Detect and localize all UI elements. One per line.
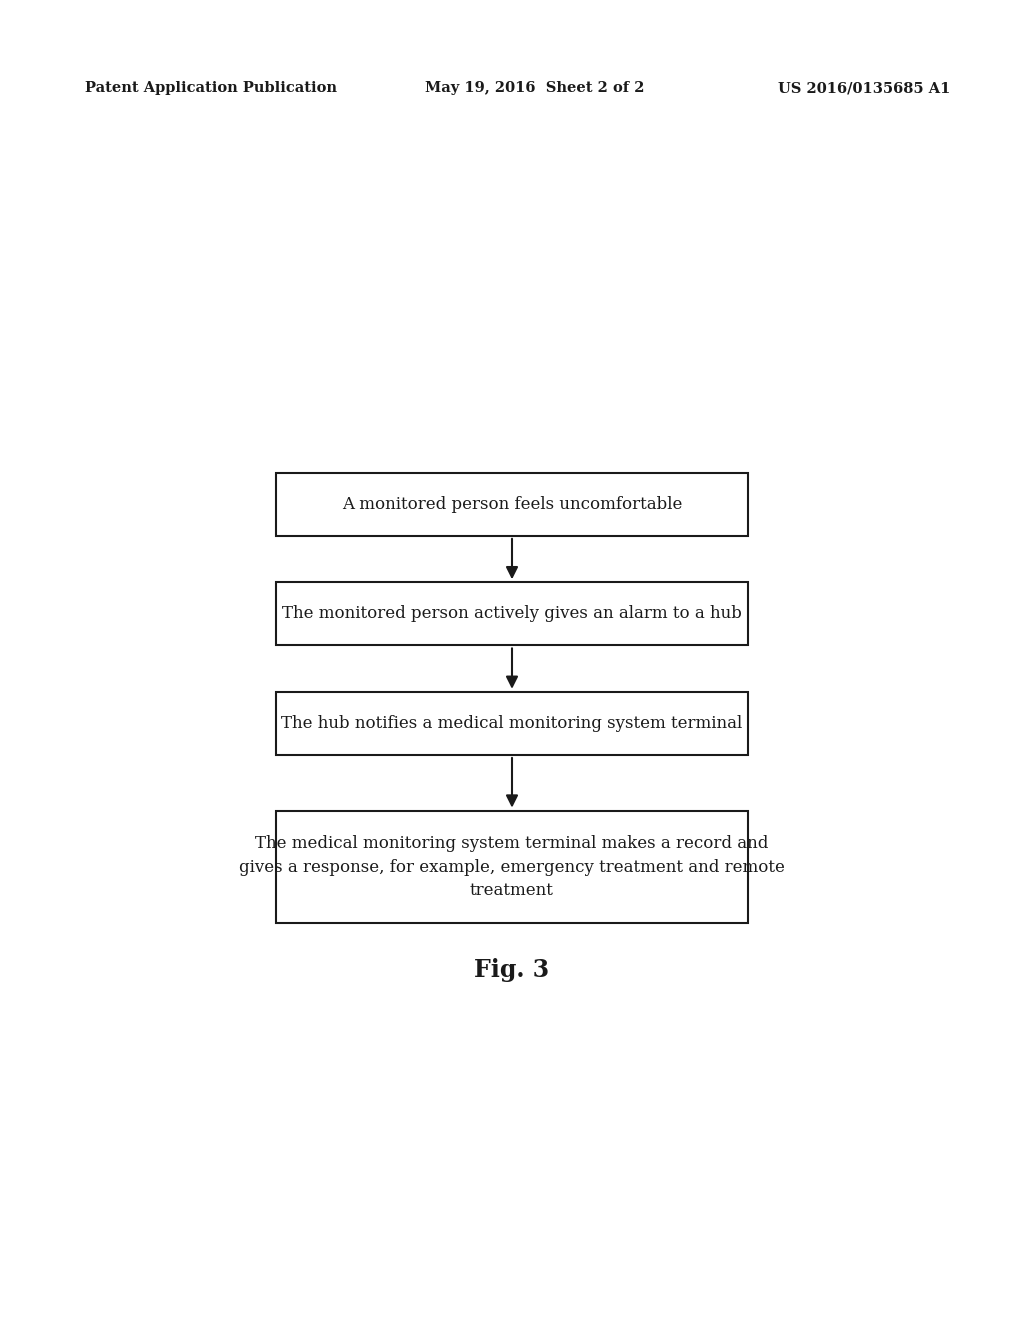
Text: The monitored person actively gives an alarm to a hub: The monitored person actively gives an a… <box>282 606 742 622</box>
FancyBboxPatch shape <box>276 692 748 755</box>
FancyBboxPatch shape <box>276 810 748 924</box>
Text: A monitored person feels uncomfortable: A monitored person feels uncomfortable <box>342 496 682 512</box>
FancyBboxPatch shape <box>276 473 748 536</box>
Text: Fig. 3: Fig. 3 <box>474 958 550 982</box>
Text: US 2016/0135685 A1: US 2016/0135685 A1 <box>778 82 950 95</box>
Text: May 19, 2016  Sheet 2 of 2: May 19, 2016 Sheet 2 of 2 <box>425 82 644 95</box>
FancyBboxPatch shape <box>276 582 748 645</box>
Text: The medical monitoring system terminal makes a record and
gives a response, for : The medical monitoring system terminal m… <box>239 836 785 899</box>
Text: Patent Application Publication: Patent Application Publication <box>85 82 337 95</box>
Text: The hub notifies a medical monitoring system terminal: The hub notifies a medical monitoring sy… <box>282 715 742 731</box>
